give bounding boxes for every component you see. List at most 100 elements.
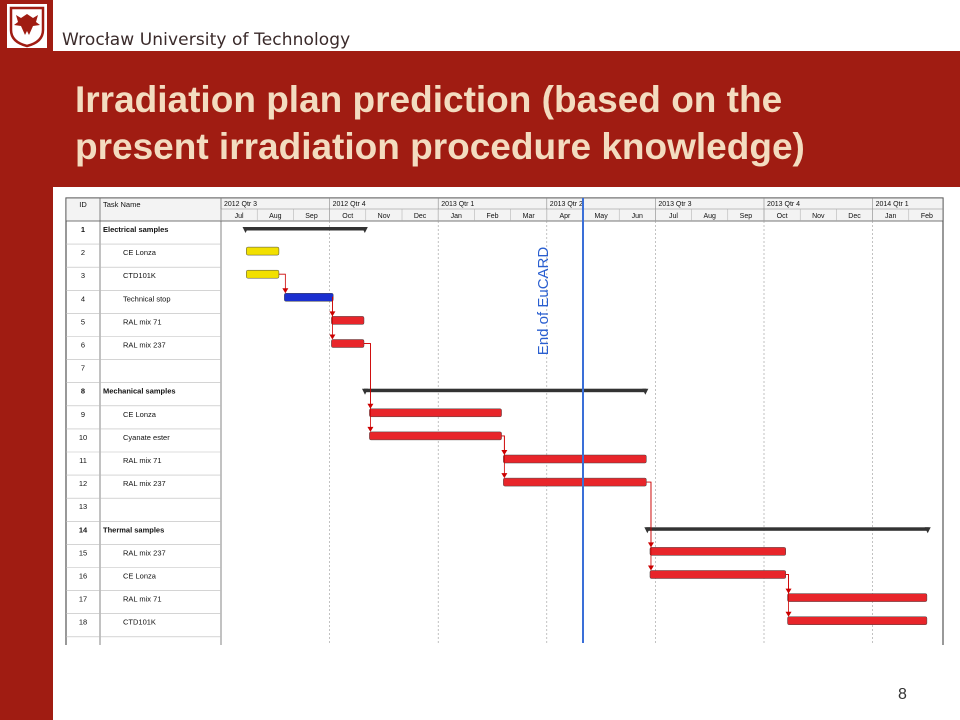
gantt-frame [65, 197, 944, 645]
task-name: CE Lonza [123, 248, 157, 257]
task-id: 17 [79, 595, 87, 604]
month-label: Dec [414, 213, 427, 220]
summary-start-cap [242, 227, 249, 233]
month-label: Jul [235, 213, 244, 220]
title-line-2: present irradiation procedure knowledge) [75, 126, 805, 167]
task-bar [284, 293, 334, 302]
month-label: Feb [486, 213, 498, 220]
dependency-arrow [367, 426, 374, 432]
dependency-arrow [785, 611, 792, 617]
task-id: 8 [81, 387, 85, 396]
month-label: Aug [703, 213, 716, 220]
task-bar [246, 246, 280, 256]
task-id: 12 [79, 479, 87, 488]
task-bar [503, 477, 647, 487]
page-number: 8 [898, 686, 907, 703]
task-name: CTD101K [123, 271, 156, 280]
dependency-arrow [647, 565, 654, 571]
summary-end-cap [361, 227, 368, 233]
task-bar [503, 454, 647, 464]
task-name: CTD101K [123, 618, 156, 627]
task-id: 18 [79, 618, 87, 627]
quarter-label: 2012 Qtr 4 [333, 201, 366, 208]
task-id: 6 [81, 341, 85, 350]
column-header-id: ID [79, 200, 87, 209]
month-label: Sep [305, 213, 318, 220]
dependency-arrow [501, 473, 508, 479]
month-label: Sep [740, 213, 753, 220]
quarter-label: 2013 Qtr 2 [550, 201, 583, 208]
month-label: Jul [669, 213, 678, 220]
dependency-link [785, 574, 789, 616]
month-label: Jan [451, 213, 462, 220]
quarter-label: 2014 Qtr 1 [876, 201, 909, 208]
dependency-arrow [329, 334, 336, 340]
eagle-crest-icon [9, 6, 45, 48]
dependency-link [646, 481, 652, 570]
task-id: 7 [81, 364, 85, 373]
task-name: RAL mix 237 [123, 479, 166, 488]
left-brand-strip [0, 0, 53, 720]
task-name: Electrical samples [103, 225, 168, 234]
quarter-label: 2013 Qtr 4 [767, 201, 800, 208]
quarter-label: 2012 Qtr 3 [224, 201, 257, 208]
quarter-label: 2013 Qtr 1 [441, 201, 474, 208]
dependency-arrow [282, 288, 289, 294]
task-name: CE Lonza [123, 572, 157, 581]
task-id: 14 [79, 525, 88, 534]
summary-start-cap [361, 388, 368, 395]
dependency-link [501, 435, 505, 478]
task-name: RAL mix 71 [123, 317, 162, 326]
month-label: Nov [378, 213, 391, 220]
task-bar [787, 616, 928, 625]
task-id: 11 [79, 456, 87, 465]
summary-bar [244, 227, 366, 231]
task-id: 13 [79, 502, 87, 511]
task-bar [649, 570, 786, 579]
title-line-1: Irradiation plan prediction (based on th… [75, 79, 783, 120]
task-id: 9 [81, 410, 85, 419]
task-name: Technical stop [123, 294, 171, 303]
task-id: 10 [79, 433, 87, 442]
column-header-task: Task Name [103, 200, 141, 209]
task-bar [649, 547, 786, 556]
milestone-label: End of EuCARD [535, 247, 552, 356]
dependency-link [332, 296, 334, 339]
summary-end-cap [924, 527, 931, 534]
task-name: RAL mix 237 [123, 341, 166, 350]
title-band [53, 51, 960, 187]
task-bar [369, 408, 502, 418]
task-bar [246, 269, 280, 279]
month-label: Oct [777, 213, 788, 220]
dependency-link [278, 273, 286, 293]
month-label: Nov [812, 213, 825, 220]
task-id: 3 [81, 271, 85, 280]
gantt-header-bg [65, 197, 944, 222]
month-label: Dec [848, 213, 861, 220]
month-label: Apr [559, 213, 571, 220]
month-label: May [594, 213, 608, 220]
task-id: 16 [79, 572, 87, 581]
dependency-link [363, 343, 371, 431]
task-name: Mechanical samples [103, 387, 176, 396]
task-id: 2 [81, 248, 85, 257]
task-id: 1 [81, 225, 85, 234]
month-label: Mar [523, 213, 536, 220]
task-id: 4 [81, 294, 85, 303]
task-name: CE Lonza [123, 410, 157, 419]
university-name: Wrocław University of Technology [62, 30, 351, 50]
task-bar [331, 339, 365, 348]
task-name: RAL mix 71 [123, 456, 162, 465]
task-bar [331, 316, 365, 325]
task-bar [787, 593, 928, 602]
task-id: 5 [81, 317, 85, 326]
month-label: Jun [632, 213, 643, 220]
summary-end-cap [642, 388, 649, 395]
task-name: RAL mix 71 [123, 595, 162, 604]
task-name: Cyanate ester [123, 433, 170, 442]
slide-title: Irradiation plan prediction (based on th… [75, 76, 945, 170]
quarter-label: 2013 Qtr 3 [658, 201, 691, 208]
task-name: RAL mix 237 [123, 548, 166, 557]
university-logo [7, 4, 47, 48]
summary-bar [363, 388, 647, 393]
